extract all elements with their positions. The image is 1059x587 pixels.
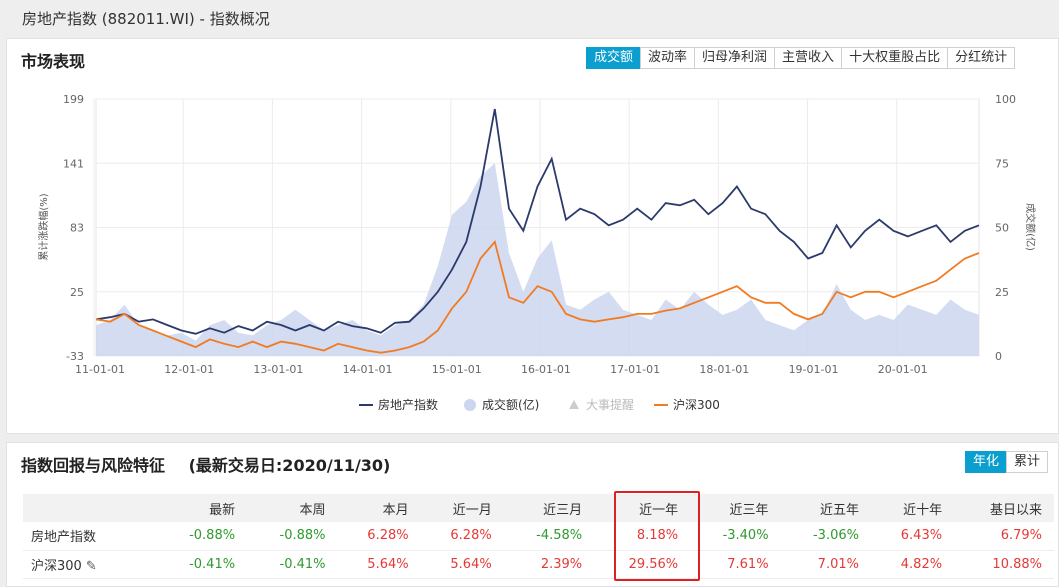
x-tick: 18-01-01 — [699, 363, 749, 376]
return-table-header: 最新 本周 本月 近一月 近三月 近一年 近三年 近五年 近十年 基日以来 — [23, 494, 1054, 522]
metric-tab-5[interactable]: 分红统计 — [947, 47, 1016, 69]
window-title: 房地产指数 (882011.WI) - 指数概况 — [22, 10, 270, 28]
latest-trade-date: (最新交易日:2020/11/30) — [188, 456, 391, 475]
return-cell: 29.56% — [594, 550, 691, 579]
row-name: 房地产指数 — [23, 522, 157, 551]
x-tick: 11-01-01 — [75, 363, 125, 376]
return-cell: -3.06% — [780, 522, 871, 551]
legend-swatch-dot — [464, 399, 476, 411]
market-performance-panel: 市场表现 成交额 波动率 归母净利润 主营收入 十大权重股占比 分红统计 199 100 14… — [6, 38, 1059, 434]
column-header: 本周 — [247, 494, 338, 522]
table-row: 房地产指数 -0.88% -0.88% 6.28% 6.28% -4.58% 8.18% -3… — [23, 522, 1054, 551]
row-name: 沪深300 ✎ — [23, 550, 157, 579]
y-right-tick: 50 — [995, 222, 1009, 235]
period-mode-button-1[interactable]: 累计 — [1006, 451, 1049, 473]
column-header: 近三年 — [690, 494, 781, 522]
metric-tab-1[interactable]: 波动率 — [640, 47, 696, 69]
metric-tab-2[interactable]: 归母净利润 — [694, 47, 776, 69]
x-tick: 19-01-01 — [789, 363, 839, 376]
return-cell: 2.39% — [503, 550, 595, 579]
y-left-tick: 199 — [63, 93, 84, 106]
metric-tab-0[interactable]: 成交额 — [586, 47, 642, 69]
y-left-tick: -33 — [66, 350, 84, 363]
y-right-tick: 25 — [995, 286, 1009, 299]
return-cell: 6.28% — [420, 522, 504, 551]
return-cell: -3.40% — [690, 522, 781, 551]
legend-item-3[interactable]: 沪深300 — [673, 398, 720, 412]
return-panel-title: 指数回报与风险特征 (最新交易日:2020/11/30) — [21, 452, 390, 476]
x-tick: 17-01-01 — [610, 363, 660, 376]
x-tick: 20-01-01 — [878, 363, 928, 376]
return-cell: 6.28% — [337, 522, 421, 551]
return-cell: 5.64% — [337, 550, 421, 579]
edit-pencil-icon[interactable]: ✎ — [85, 558, 97, 574]
column-header: 最新 — [156, 494, 248, 522]
return-cell: -4.58% — [503, 522, 595, 551]
metric-tab-3[interactable]: 主营收入 — [774, 47, 843, 69]
return-cell: -0.41% — [247, 550, 338, 579]
y-right-tick: 75 — [995, 157, 1009, 170]
x-tick: 12-01-01 — [164, 363, 214, 376]
column-header: 基日以来 — [954, 494, 1054, 522]
y-left-tick: 141 — [63, 157, 84, 170]
legend-item-1[interactable]: 成交额(亿) — [482, 397, 539, 412]
return-cell: 5.64% — [420, 550, 504, 579]
return-cell: -0.41% — [156, 550, 248, 579]
y-right-axis-title: 成交额(亿) — [1024, 203, 1037, 251]
return-cell: -0.88% — [247, 522, 338, 551]
turnover-area — [96, 163, 979, 356]
legend-item-0[interactable]: 房地产指数 — [378, 397, 438, 412]
market-panel-title: 市场表现 — [21, 52, 86, 71]
return-cell: 7.61% — [690, 550, 781, 579]
return-risk-panel: 指数回报与风险特征 (最新交易日:2020/11/30) 年化 累计 最新 本周 本月… — [6, 442, 1059, 587]
column-header: 近五年 — [780, 494, 871, 522]
highlight-annotation — [614, 491, 700, 581]
y-left-axis-title: 累计涨跌幅(%) — [37, 193, 50, 260]
row-name-text: 房地产指数 — [31, 530, 97, 546]
y-right-tick: 0 — [995, 350, 1002, 363]
property-index-line — [95, 108, 980, 335]
y-left-tick: 25 — [70, 286, 84, 299]
column-header — [23, 494, 157, 522]
return-cell: 10.88% — [954, 550, 1054, 579]
y-right-tick: 100 — [995, 93, 1016, 106]
period-mode-group: 年化 累计 — [965, 451, 1049, 473]
column-header: 近十年 — [870, 494, 955, 522]
csi300-line — [95, 240, 980, 354]
period-mode-button-0[interactable]: 年化 — [965, 451, 1008, 473]
x-tick: 14-01-01 — [343, 363, 393, 376]
metric-tab-group: 成交额 波动率 归母净利润 主营收入 十大权重股占比 分红统计 — [586, 47, 1016, 69]
column-header: 近三月 — [503, 494, 595, 522]
x-tick: 16-01-01 — [521, 363, 571, 376]
column-header: 近一月 — [420, 494, 504, 522]
return-cell: -0.88% — [156, 522, 248, 551]
metric-tab-4[interactable]: 十大权重股占比 — [841, 47, 949, 69]
return-cell: 8.18% — [594, 522, 691, 551]
return-table: 最新 本周 本月 近一月 近三月 近一年 近三年 近五年 近十年 基日以来 房地产指数 -0.88%… — [23, 494, 1054, 579]
column-header: 近一年 — [594, 494, 691, 522]
y-left-tick: 83 — [70, 222, 84, 235]
return-cell: 6.79% — [954, 522, 1054, 551]
return-title-text: 指数回报与风险特征 — [21, 456, 166, 475]
legend-swatch-triangle — [569, 400, 579, 409]
return-cell: 6.43% — [870, 522, 955, 551]
row-name-text: 沪深300 — [31, 558, 82, 574]
return-cell: 7.01% — [780, 550, 871, 579]
return-cell: 4.82% — [870, 550, 955, 579]
table-row: 沪深300 ✎ -0.41% -0.41% 5.64% 5.64% 2.39% 29.56% 7… — [23, 550, 1054, 579]
legend-item-2[interactable]: 大事提醒 — [586, 397, 634, 412]
x-tick: 15-01-01 — [432, 363, 482, 376]
x-tick: 13-01-01 — [253, 363, 303, 376]
market-chart: 199 100 141 75 83 50 25 25 -33 0 11-01-01 12-01-01 1… — [37, 93, 1037, 412]
column-header: 本月 — [337, 494, 421, 522]
